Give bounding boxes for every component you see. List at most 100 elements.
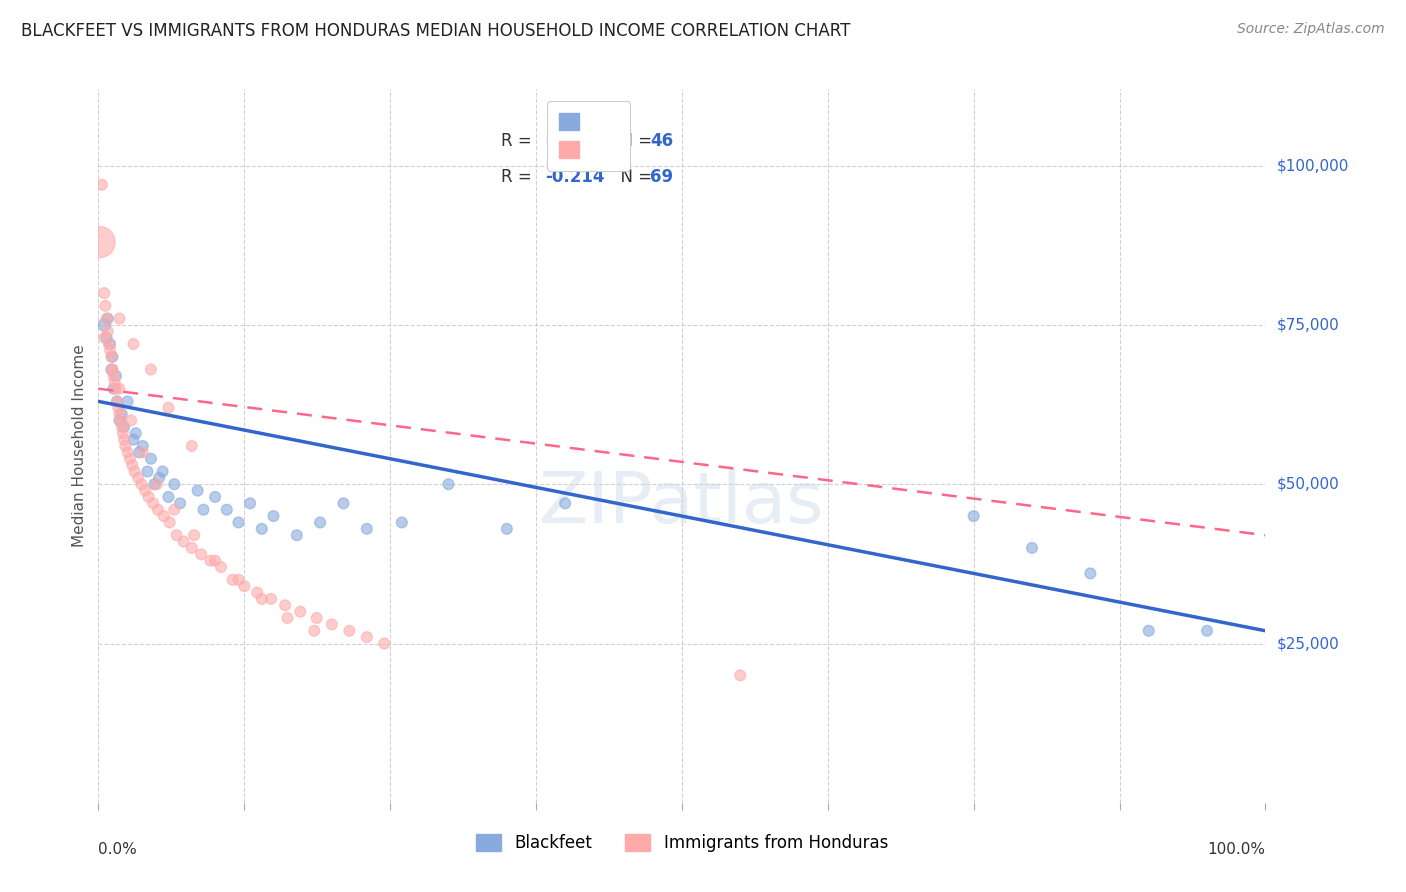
Point: [142, 496, 165, 510]
Point: [183, 528, 205, 542]
Point: [193, 502, 215, 516]
Point: [337, 624, 360, 638]
Point: [97, 324, 120, 338]
Point: [437, 477, 460, 491]
Point: [125, 426, 148, 441]
Point: [94, 299, 117, 313]
Point: [391, 516, 413, 530]
Point: [187, 483, 209, 498]
Point: [152, 509, 174, 524]
Point: [215, 502, 238, 516]
Point: [321, 617, 343, 632]
Point: [1195, 624, 1218, 638]
Point: [108, 413, 131, 427]
Point: [111, 426, 134, 441]
Point: [246, 585, 269, 599]
Point: [228, 573, 250, 587]
Point: [136, 465, 159, 479]
Point: [152, 465, 174, 479]
Point: [239, 496, 262, 510]
Point: [1137, 624, 1160, 638]
Point: [108, 311, 131, 326]
Point: [105, 394, 128, 409]
Point: [285, 528, 308, 542]
Text: R =: R =: [501, 168, 537, 186]
Point: [97, 311, 120, 326]
Point: [290, 605, 312, 619]
Point: [105, 394, 128, 409]
Point: [554, 496, 576, 510]
Point: [233, 579, 256, 593]
Point: [138, 490, 160, 504]
Point: [110, 413, 132, 427]
Point: [228, 516, 250, 530]
Point: [159, 516, 181, 530]
Point: [305, 611, 328, 625]
Point: [139, 362, 162, 376]
Point: [169, 496, 191, 510]
Point: [108, 407, 131, 421]
Point: [134, 483, 156, 498]
Point: [146, 477, 169, 491]
Point: [180, 541, 202, 555]
Point: [276, 611, 298, 625]
Point: [97, 337, 120, 351]
Text: $25,000: $25,000: [1277, 636, 1340, 651]
Point: [180, 439, 202, 453]
Point: [100, 362, 122, 376]
Point: [93, 286, 115, 301]
Text: N =: N =: [610, 168, 657, 186]
Text: N =: N =: [610, 132, 657, 150]
Point: [111, 407, 134, 421]
Point: [250, 591, 273, 606]
Point: [104, 382, 127, 396]
Point: [262, 509, 284, 524]
Point: [98, 337, 121, 351]
Point: [103, 382, 125, 396]
Point: [139, 451, 162, 466]
Point: [332, 496, 354, 510]
Point: [122, 433, 145, 447]
Point: [309, 516, 332, 530]
Point: [117, 445, 139, 459]
Point: [163, 502, 186, 516]
Text: $75,000: $75,000: [1277, 318, 1340, 333]
Point: [221, 573, 243, 587]
Text: ZIPatlas: ZIPatlas: [538, 468, 825, 538]
Point: [200, 554, 222, 568]
Point: [157, 490, 180, 504]
Point: [101, 362, 124, 376]
Point: [260, 591, 283, 606]
Point: [108, 382, 131, 396]
Point: [128, 445, 150, 459]
Point: [304, 624, 326, 638]
Point: [356, 522, 378, 536]
Point: [104, 376, 127, 390]
Point: [146, 502, 169, 516]
Point: [132, 439, 155, 453]
Point: [209, 560, 232, 574]
Legend: Blackfeet, Immigrants from Honduras: Blackfeet, Immigrants from Honduras: [470, 827, 894, 859]
Point: [96, 311, 118, 326]
Point: [120, 413, 142, 427]
Point: [148, 471, 170, 485]
Point: [1080, 566, 1102, 581]
Point: [962, 509, 984, 524]
Text: $50,000: $50,000: [1277, 476, 1340, 491]
Point: [101, 362, 124, 376]
Point: [190, 547, 212, 561]
Point: [131, 477, 153, 491]
Point: [124, 465, 146, 479]
Point: [101, 350, 124, 364]
Point: [143, 477, 166, 491]
Point: [157, 401, 180, 415]
Point: [118, 451, 141, 466]
Point: [250, 522, 273, 536]
Point: [117, 394, 139, 409]
Point: [496, 522, 519, 536]
Point: [173, 534, 195, 549]
Point: [96, 331, 118, 345]
Point: [100, 350, 122, 364]
Text: 0.0%: 0.0%: [98, 842, 138, 857]
Point: [204, 490, 226, 504]
